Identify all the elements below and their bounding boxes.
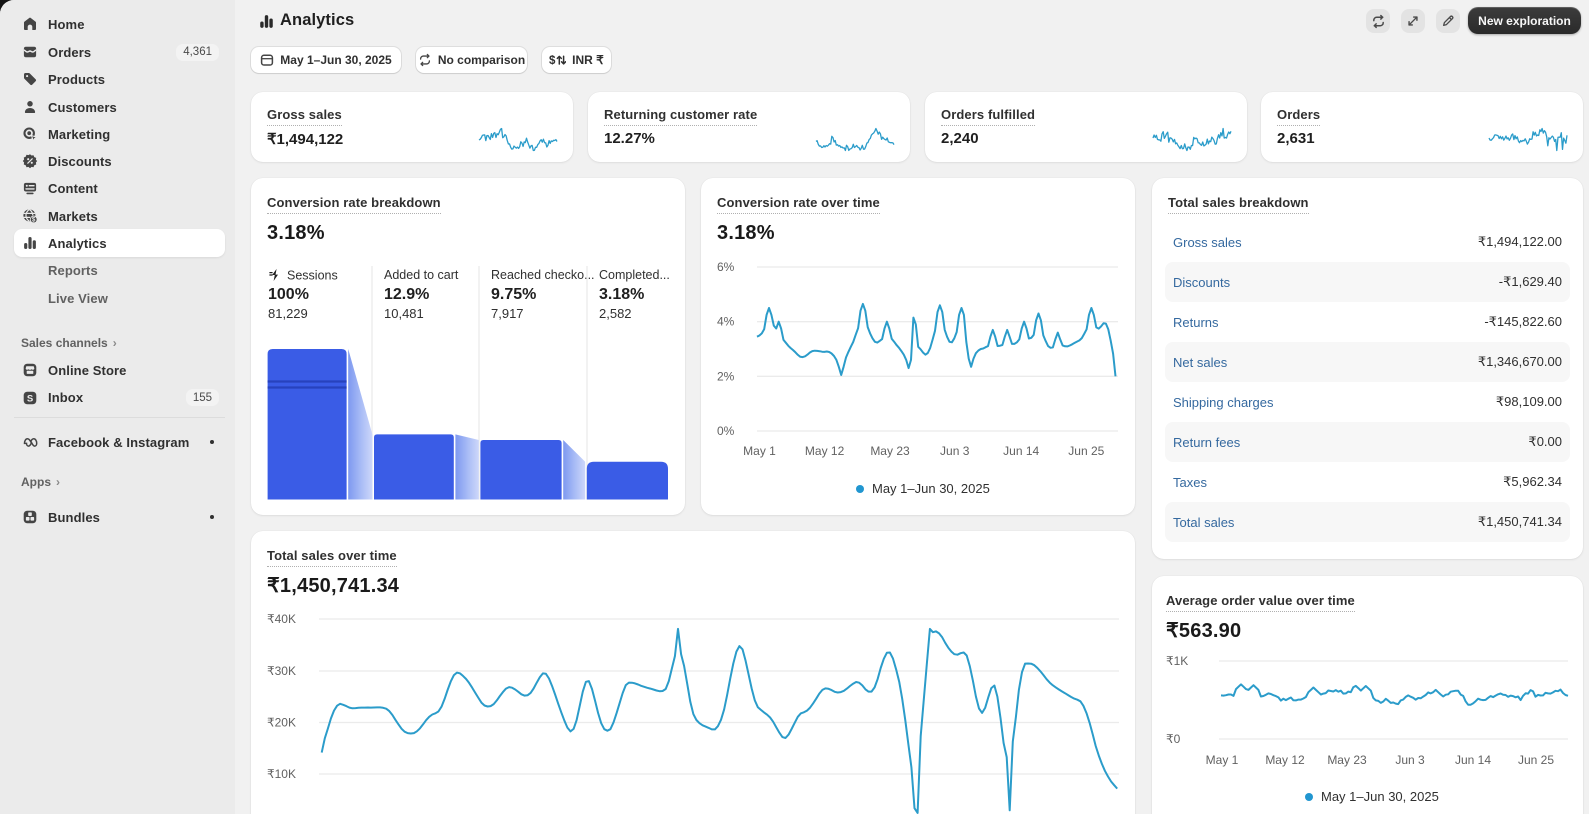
svg-text:Jun 25: Jun 25 xyxy=(1068,444,1104,458)
svg-text:Jun 14: Jun 14 xyxy=(1455,753,1491,767)
svg-text:Jun 14: Jun 14 xyxy=(1003,444,1039,458)
svg-text:4%: 4% xyxy=(717,315,735,329)
svg-text:S: S xyxy=(27,393,33,404)
svg-text:₹0: ₹0 xyxy=(1166,732,1181,746)
svg-text:Jun 3: Jun 3 xyxy=(1395,753,1425,767)
svg-text:May 23: May 23 xyxy=(1327,753,1367,767)
svg-text:₹30K: ₹30K xyxy=(267,664,296,678)
svg-text:May 23: May 23 xyxy=(870,444,910,458)
svg-text:₹40K: ₹40K xyxy=(267,612,296,626)
svg-text:May 12: May 12 xyxy=(805,444,845,458)
svg-text:$: $ xyxy=(32,218,36,224)
svg-text:₹20K: ₹20K xyxy=(267,716,296,730)
svg-text:0%: 0% xyxy=(717,424,735,438)
svg-text:2%: 2% xyxy=(717,369,735,383)
svg-text:6%: 6% xyxy=(717,260,735,274)
svg-text:May 12: May 12 xyxy=(1265,753,1305,767)
svg-text:₹1K: ₹1K xyxy=(1166,654,1188,668)
svg-text:Jun 25: Jun 25 xyxy=(1518,753,1554,767)
svg-text:May 1: May 1 xyxy=(743,444,776,458)
svg-text:Jun 3: Jun 3 xyxy=(940,444,970,458)
svg-text:₹10K: ₹10K xyxy=(267,767,296,781)
svg-text:May 1: May 1 xyxy=(1206,753,1239,767)
svg-text:$: $ xyxy=(549,55,556,67)
